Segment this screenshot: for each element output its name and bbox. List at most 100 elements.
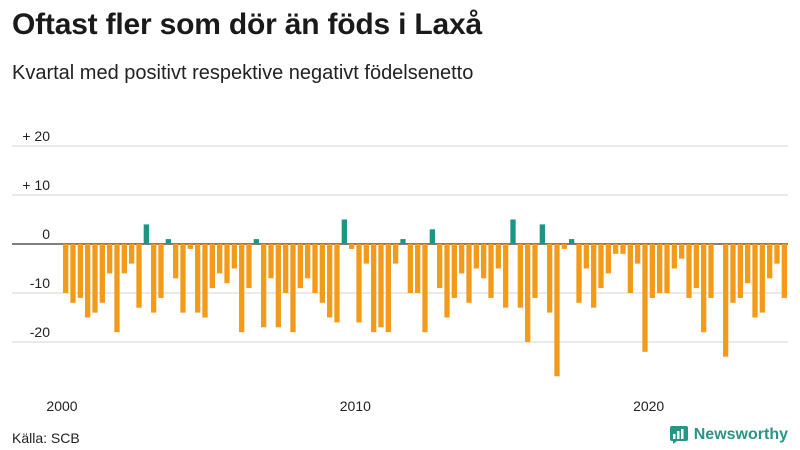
bar-negative: [151, 244, 157, 313]
bar-negative: [297, 244, 303, 289]
bar-negative: [752, 244, 758, 318]
bar-negative: [283, 244, 289, 293]
bar-negative: [774, 244, 780, 264]
bar-negative: [407, 244, 413, 293]
bar-negative: [620, 244, 626, 254]
bar-negative: [517, 244, 523, 308]
bar-negative: [180, 244, 186, 313]
bar-negative: [99, 244, 105, 303]
bar-negative: [444, 244, 450, 318]
bar-negative: [583, 244, 589, 269]
bar-negative: [466, 244, 472, 303]
y-tick-label: + 20: [22, 128, 50, 144]
bar-negative: [319, 244, 325, 303]
bar-negative: [158, 244, 164, 298]
bar-negative: [385, 244, 391, 333]
bar-negative: [415, 244, 421, 293]
x-tick-label: 2000: [46, 398, 77, 414]
bar-negative: [657, 244, 663, 293]
bar-negative: [363, 244, 369, 264]
bar-negative: [627, 244, 633, 293]
bar-negative: [261, 244, 267, 328]
chart-title: Oftast fler som dör än föds i Laxå: [12, 8, 482, 41]
bar-negative: [495, 244, 501, 269]
bar-negative: [598, 244, 604, 289]
bar-negative: [114, 244, 120, 333]
bar-negative: [605, 244, 611, 274]
bar-negative: [642, 244, 648, 352]
bar-positive: [539, 224, 545, 244]
bar-positive: [569, 239, 575, 244]
bar-negative: [723, 244, 729, 357]
bar-negative: [312, 244, 318, 293]
bar-negative: [635, 244, 641, 264]
bar-negative: [195, 244, 201, 313]
bar-negative: [679, 244, 685, 259]
bar-negative: [85, 244, 91, 318]
bar-negative: [730, 244, 736, 303]
newsworthy-logo-icon: [669, 426, 688, 444]
y-tick-label: -10: [30, 275, 50, 291]
bar-positive: [165, 239, 171, 244]
bar-negative: [708, 244, 714, 298]
bar-negative: [664, 244, 670, 293]
bar-negative: [547, 244, 553, 313]
source-note: Källa: SCB: [12, 430, 80, 446]
bar-negative: [737, 244, 743, 298]
bar-negative: [334, 244, 340, 323]
bar-positive: [341, 219, 347, 244]
brand-name: Newsworthy: [693, 426, 788, 443]
bar-negative: [671, 244, 677, 269]
bar-positive: [400, 239, 406, 244]
bar-negative: [275, 244, 281, 328]
bar-negative: [173, 244, 179, 279]
bar-negative: [107, 244, 113, 274]
axis-labels: + 20 + 10 0 -10 -20 2000 2010 2020: [22, 128, 664, 414]
bar-negative: [576, 244, 582, 303]
chart-subtitle: Kvartal med positivt respektive negativt…: [12, 62, 474, 84]
bar-chart: + 20 + 10 0 -10 -20 2000 2010 2020: [12, 128, 788, 414]
bar-negative: [525, 244, 531, 342]
bar-positive: [253, 239, 259, 244]
bar-negative: [686, 244, 692, 298]
bar-negative: [246, 244, 252, 289]
bar-negative: [70, 244, 76, 303]
bar-negative: [63, 244, 69, 293]
x-tick-label: 2020: [633, 398, 664, 414]
bar-positive: [510, 219, 516, 244]
bar-negative: [767, 244, 773, 279]
bar-negative: [422, 244, 428, 333]
bar-negative: [136, 244, 142, 308]
bar-negative: [305, 244, 311, 279]
y-tick-label: 0: [42, 226, 50, 242]
bar-negative: [532, 244, 538, 298]
bar-positive: [143, 224, 149, 244]
bar-negative: [554, 244, 560, 377]
bar-negative: [459, 244, 465, 274]
bar-negative: [290, 244, 296, 333]
bar-negative: [591, 244, 597, 308]
bar-negative: [613, 244, 619, 254]
y-tick-label: -20: [30, 324, 50, 340]
bar-negative: [371, 244, 377, 333]
bar-negative: [209, 244, 215, 289]
bar-negative: [781, 244, 787, 298]
bar-negative: [481, 244, 487, 279]
y-tick-label: + 10: [22, 177, 50, 193]
bar-negative: [488, 244, 494, 298]
bar-negative: [701, 244, 707, 333]
bar-negative: [187, 244, 193, 249]
bar-negative: [437, 244, 443, 289]
bar-negative: [473, 244, 479, 269]
brand-logo: Newsworthy: [669, 426, 788, 444]
bar-negative: [759, 244, 765, 313]
bar-negative: [129, 244, 135, 264]
bar-negative: [451, 244, 457, 298]
bar-negative: [503, 244, 509, 308]
bar-negative: [745, 244, 751, 284]
grid-lines: [12, 145, 788, 343]
bar-negative: [268, 244, 274, 279]
bars: [63, 219, 787, 377]
bar-negative: [92, 244, 98, 313]
bar-negative: [77, 244, 83, 298]
